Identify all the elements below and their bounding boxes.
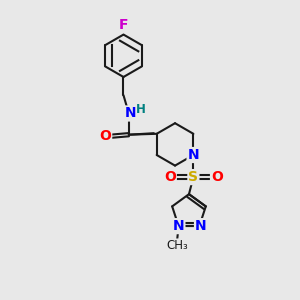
- Text: N: N: [195, 219, 207, 233]
- Text: N: N: [173, 219, 184, 233]
- Text: N: N: [188, 148, 199, 162]
- Text: N: N: [124, 106, 136, 121]
- Text: H: H: [136, 103, 146, 116]
- Text: O: O: [164, 170, 176, 184]
- Text: S: S: [188, 170, 198, 184]
- Text: F: F: [119, 18, 128, 32]
- Text: O: O: [99, 129, 111, 143]
- Text: CH₃: CH₃: [166, 239, 188, 252]
- Text: O: O: [211, 170, 223, 184]
